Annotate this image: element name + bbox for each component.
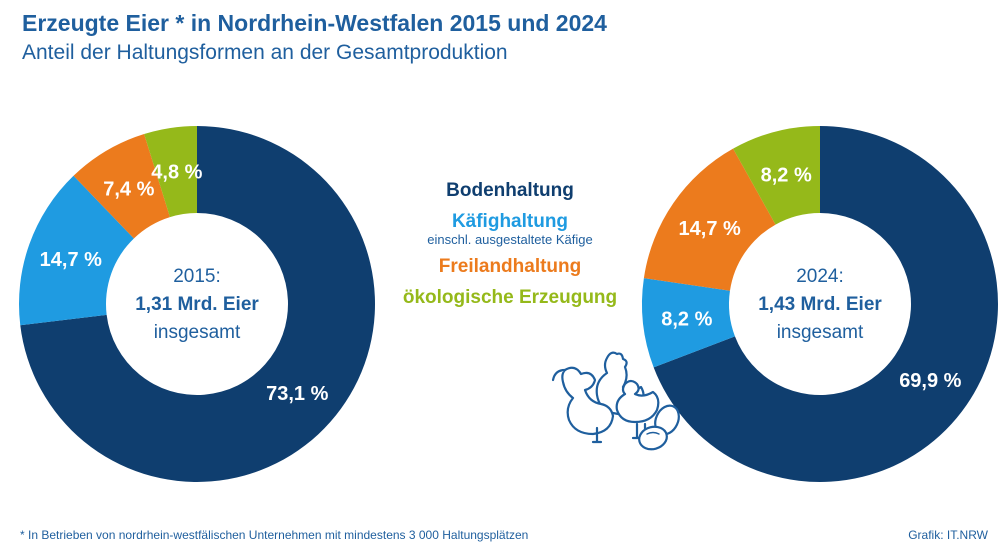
- slice-label: 14,7 %: [40, 249, 102, 271]
- slice-label: 8,2 %: [661, 309, 712, 331]
- slice-käfighaltung: [19, 175, 134, 326]
- center-year: 2024:: [796, 266, 844, 287]
- footnote: * In Betrieben von nordrhein-westfälisch…: [20, 528, 529, 542]
- slice-freilandhaltung: [73, 134, 170, 239]
- slice-ökologische-erzeugung: [144, 126, 197, 218]
- slice-freilandhaltung: [643, 148, 776, 291]
- donut-2024: 69,9 % 8,2 % 14,7 % 8,2 % 2024: 1,43 Mrd. Eie…: [641, 126, 998, 482]
- slice-label: 14,7 %: [679, 218, 741, 240]
- legend-item-0: Bodenhaltung: [446, 180, 574, 201]
- center-total: 1,43 Mrd. Eier: [758, 294, 882, 315]
- slice-bodenhaltung: [20, 126, 375, 482]
- center-total: 1,31 Mrd. Eier: [135, 294, 259, 315]
- chart-title: Erzeugte Eier * in Nordrhein-Westfalen 2…: [22, 10, 607, 36]
- legend: Bodenhaltung Käfighaltung einschl. ausgest…: [380, 180, 640, 309]
- center-year: 2015:: [173, 266, 221, 287]
- slice-ökologische-erzeugung: [733, 126, 820, 225]
- center-total-note: insgesamt: [154, 322, 241, 343]
- donut-2015: 73,1 % 14,7 % 7,4 %4,8 % 2015: 1,31 Mrd. Eie…: [19, 126, 375, 482]
- slice-käfighaltung: [641, 278, 735, 368]
- slice-label: 69,9 %: [899, 370, 961, 392]
- slice-label: 73,1 %: [266, 383, 328, 405]
- slice-label: 4,8 %: [151, 162, 202, 184]
- legend-item-1: Käfighaltung: [451, 211, 569, 232]
- center-total-note: insgesamt: [777, 322, 864, 343]
- chicken-egg-icon: [551, 351, 680, 451]
- legend-item-note: einschl. ausgestaltete Käfige: [427, 232, 593, 247]
- legend-item-2: Freilandhaltung: [438, 256, 582, 277]
- chart-subtitle: Anteil der Haltungsformen an der Gesamtp…: [22, 41, 508, 64]
- slice-label: 8,2 %: [761, 164, 812, 186]
- source-credit: Grafik: IT.NRW: [908, 528, 988, 542]
- slice-bodenhaltung: [653, 126, 998, 482]
- slice-label: 7,4 %: [103, 179, 154, 201]
- legend-item-3: ökologische Erzeugung: [402, 287, 618, 308]
